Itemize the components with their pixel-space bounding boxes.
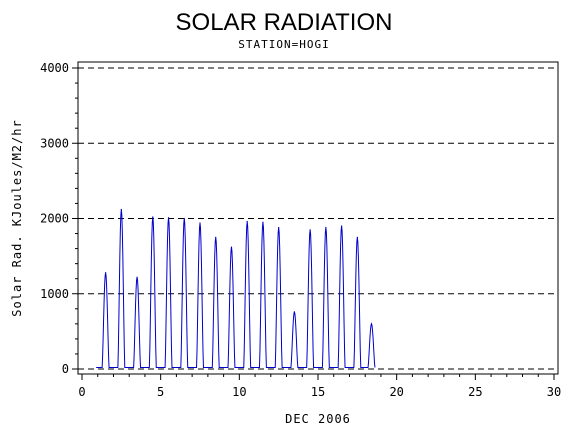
daily-peak-point <box>136 276 138 278</box>
daily-peak-point <box>293 311 295 313</box>
y-tick-label: 0 <box>62 362 69 376</box>
y-tick-label: 1000 <box>40 287 69 301</box>
series-group <box>96 208 376 368</box>
daily-peak-point <box>370 323 373 325</box>
y-axis: 0 1000 2000 3000 4000 <box>40 61 78 376</box>
x-tick-label: 30 <box>547 385 561 399</box>
y-tick-label: 3000 <box>40 136 69 150</box>
daily-peak-point <box>120 208 122 211</box>
daily-peak-point <box>152 216 154 218</box>
daily-peak-point <box>183 217 185 220</box>
daily-peak-point <box>262 221 264 223</box>
daily-peak-point <box>105 272 107 274</box>
daily-peak-point <box>278 226 280 229</box>
x-axis-label: DEC 2006 <box>285 412 351 426</box>
daily-peak-point <box>167 217 170 219</box>
daily-peak-point <box>230 246 233 248</box>
x-tick-label: 25 <box>468 385 482 399</box>
daily-peak-point <box>356 236 358 238</box>
y-tick-label: 2000 <box>40 212 69 226</box>
chart-subtitle: STATION=HOGI <box>238 38 329 51</box>
x-tick-label: 20 <box>389 385 403 399</box>
solar-radiation-series-line <box>96 209 376 368</box>
daily-peak-point <box>325 226 327 229</box>
x-tick-label: 5 <box>157 385 164 399</box>
x-axis: 0 5 10 15 20 25 30 <box>78 374 561 399</box>
x-tick-label: 15 <box>311 385 325 399</box>
y-tick-label: 4000 <box>40 61 69 75</box>
daily-peak-point <box>215 236 217 238</box>
daily-peak-point <box>199 222 201 224</box>
x-tick-label: 0 <box>78 385 85 399</box>
daily-peak-point <box>246 220 248 223</box>
x-tick-label: 10 <box>232 385 246 399</box>
daily-peak-point <box>309 229 311 231</box>
daily-peak-point <box>341 225 343 227</box>
chart-title: SOLAR RADIATION <box>176 9 393 36</box>
y-axis-label: Solar Rad. KJoules/M2/hr <box>10 119 24 316</box>
grid-lines <box>78 67 558 370</box>
